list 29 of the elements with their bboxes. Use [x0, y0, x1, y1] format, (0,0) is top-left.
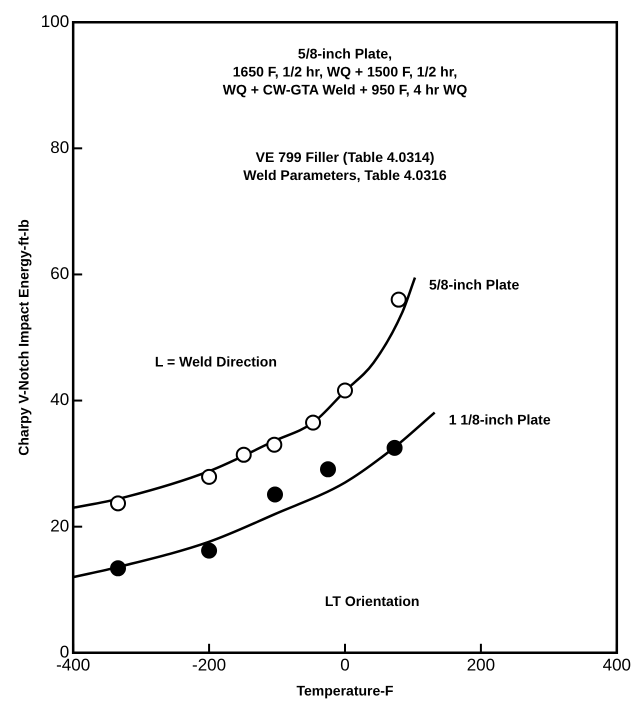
y-tick-label: 20	[50, 516, 70, 536]
x-axis-title: Temperature-F	[296, 682, 394, 698]
point	[390, 292, 407, 308]
point	[266, 486, 283, 503]
annotation: L = Weld Direction	[154, 354, 277, 370]
series-label: 1 1/8-inch Plate	[448, 411, 551, 428]
x-tick-label: -200	[192, 656, 226, 675]
point	[110, 560, 126, 576]
annotation: 5/8-inch Plate, 1650 F, 1/2 hr, WQ + 1500 F, 1/2 hr, WQ + CW-GTA Weld + 950 F, 4 hr WQ	[222, 46, 468, 98]
x-tick-label: 400	[602, 656, 632, 675]
y-tick-label: 60	[50, 264, 70, 284]
x-tick-label: 0	[340, 656, 350, 675]
series-label: 5/8-inch Plate	[428, 276, 520, 292]
y-tick-label: 100	[40, 12, 70, 31]
point	[320, 461, 336, 478]
y-axis-title: Charpy V-Notch Impact Energy-ft-lb	[15, 219, 32, 456]
y-tick-label: 40	[50, 390, 70, 410]
point	[201, 542, 218, 559]
point	[266, 436, 282, 453]
y-tick-label: 80	[50, 138, 70, 158]
annotation: VE 799 Filler (Table 4.0314) Weld Parameters, Table 4.0316	[243, 149, 447, 184]
point	[201, 468, 218, 485]
point	[236, 446, 252, 463]
point	[305, 414, 322, 431]
annotation: LT Orientation	[324, 593, 420, 610]
x-tick-label: 200	[466, 656, 496, 675]
point	[386, 440, 403, 456]
point	[336, 382, 353, 398]
point	[110, 495, 126, 512]
